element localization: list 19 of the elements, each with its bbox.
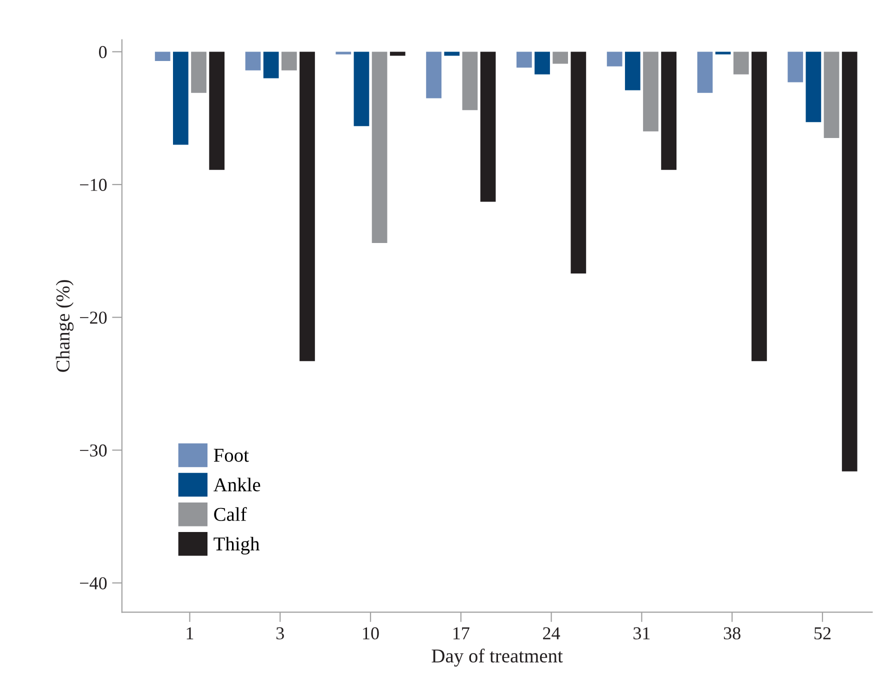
x-tick-label: 38	[724, 627, 740, 640]
legend-label: Calf	[214, 507, 247, 521]
x-axis-title: Day of treatment	[432, 648, 563, 667]
y-tick-label: −20	[80, 312, 107, 324]
x-tick-label: 24	[543, 627, 560, 640]
y-tick-label: −30	[80, 444, 107, 457]
legend-label: Foot	[214, 448, 249, 462]
x-tick-label: 10	[363, 627, 379, 640]
y-axis-title: Change (%)	[56, 280, 74, 372]
x-tick-label: 1	[186, 627, 194, 640]
legend-label: Thigh	[214, 536, 260, 555]
x-tick-label: 52	[814, 627, 831, 640]
x-tick-label: 3	[276, 627, 284, 640]
x-tick-label: 17	[453, 627, 470, 640]
x-tick-label: 31	[634, 627, 650, 640]
y-tick-label: 0	[99, 46, 107, 58]
y-tick-label: −40	[80, 577, 107, 590]
y-tick-label: −10	[80, 178, 107, 191]
legend-label: Ankle	[214, 478, 260, 492]
